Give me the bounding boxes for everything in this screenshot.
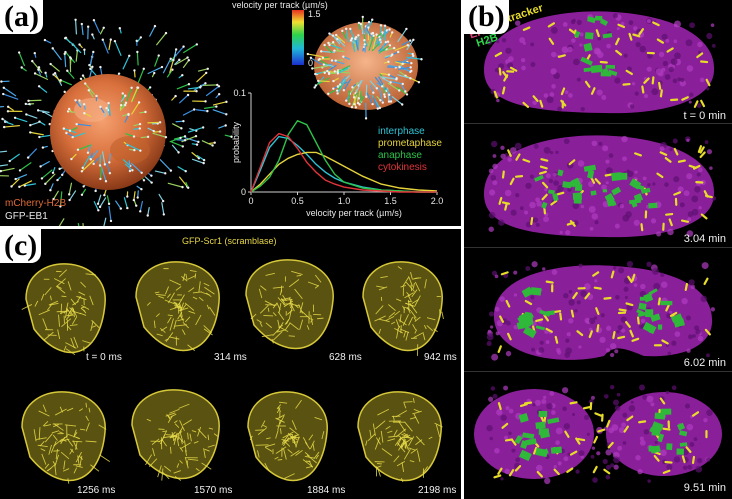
legend-eb1: GFP-EB1	[5, 211, 48, 222]
timepoint-frame-3	[464, 248, 732, 370]
panel-label-b: (b)	[464, 0, 509, 34]
y-tick-label: 0.1	[233, 88, 246, 98]
colorbar-min-label: 0	[308, 58, 314, 68]
legend-anaphase: anaphase	[378, 150, 422, 161]
x-tick-label: 0.5	[291, 196, 304, 206]
legend-prometaphase: prometaphase	[378, 138, 442, 149]
panel-label-a: (a)	[0, 0, 43, 34]
x-tick-label: 2.0	[431, 196, 444, 206]
timepoint-c-8: 2198 ms	[418, 485, 457, 496]
x-tick-label: 1.5	[384, 196, 397, 206]
series-line-cytokinesis	[250, 132, 437, 193]
timepoint-c-5: 1256 ms	[77, 485, 116, 496]
panel-a: 0 0.5 1.0 1.5 2.0 0 0.1 velocity per track (µm/…	[0, 0, 461, 226]
scramblase-cell	[135, 261, 220, 352]
timepoint-c-4: 942 ms	[424, 352, 457, 363]
panel-label-c: (c)	[0, 229, 42, 263]
scramblase-cell	[245, 259, 334, 350]
timepoint-label-1: t = 0 min	[683, 110, 727, 122]
colorbar-title: velocity per track (µm/s)	[232, 0, 328, 10]
scramblase-cell-series	[21, 259, 444, 484]
scramblase-cell	[21, 391, 110, 484]
mitosis-cell-rendering: 0 0.5 1.0 1.5 2.0 0 0.1 velocity per track (µm/…	[0, 10, 443, 226]
timepoint-c-7: 1884 ms	[307, 485, 346, 496]
series-line-anaphase	[250, 119, 437, 193]
panel-b: (b) ER mitotracker H2B t = 0 min 3.04 mi…	[464, 0, 732, 499]
legend-cytokinesis: cytokinesis	[378, 162, 427, 173]
velocity-colorbar	[292, 10, 304, 65]
x-tick-label: 0	[248, 196, 253, 206]
timepoint-c-1: t = 0 ms	[86, 352, 122, 363]
scramblase-cell	[247, 391, 328, 482]
y-axis-label: probability	[231, 121, 241, 163]
y-tick-label: 0	[241, 187, 246, 197]
timepoint-label-4: 9.51 min	[683, 482, 726, 494]
timepoint-label-2: 3.04 min	[683, 233, 726, 245]
panel-c: (c) GFP-Scr1 (scramblase) t = 0 ms 314 m…	[0, 229, 461, 499]
scramblase-cell	[362, 261, 444, 356]
colorbar-max-label: 1.5	[308, 9, 321, 19]
timepoint-c-6: 1570 ms	[194, 485, 233, 496]
timepoint-frame-4	[464, 372, 732, 494]
scramblase-cell	[131, 389, 220, 481]
legend-h2b: mCherry-H2B	[5, 198, 67, 209]
scramblase-cell	[357, 391, 443, 483]
x-tick-label: 1.0	[338, 196, 351, 206]
x-axis-label: velocity per track (µm/s)	[306, 208, 402, 218]
timepoint-frame-1	[464, 0, 732, 122]
legend-interphase: interphase	[378, 126, 425, 137]
timepoint-frame-2	[464, 124, 732, 246]
nucleus-large	[50, 74, 166, 190]
panel-c-title: GFP-Scr1 (scramblase)	[182, 236, 277, 246]
velocity-distribution-chart: 0 0.5 1.0 1.5 2.0 0 0.1 velocity per track (µm/…	[231, 88, 443, 218]
timepoint-label-3: 6.02 min	[683, 357, 726, 369]
scramblase-cell	[21, 263, 106, 356]
timepoint-c-2: 314 ms	[214, 352, 247, 363]
timepoint-c-3: 628 ms	[329, 352, 362, 363]
